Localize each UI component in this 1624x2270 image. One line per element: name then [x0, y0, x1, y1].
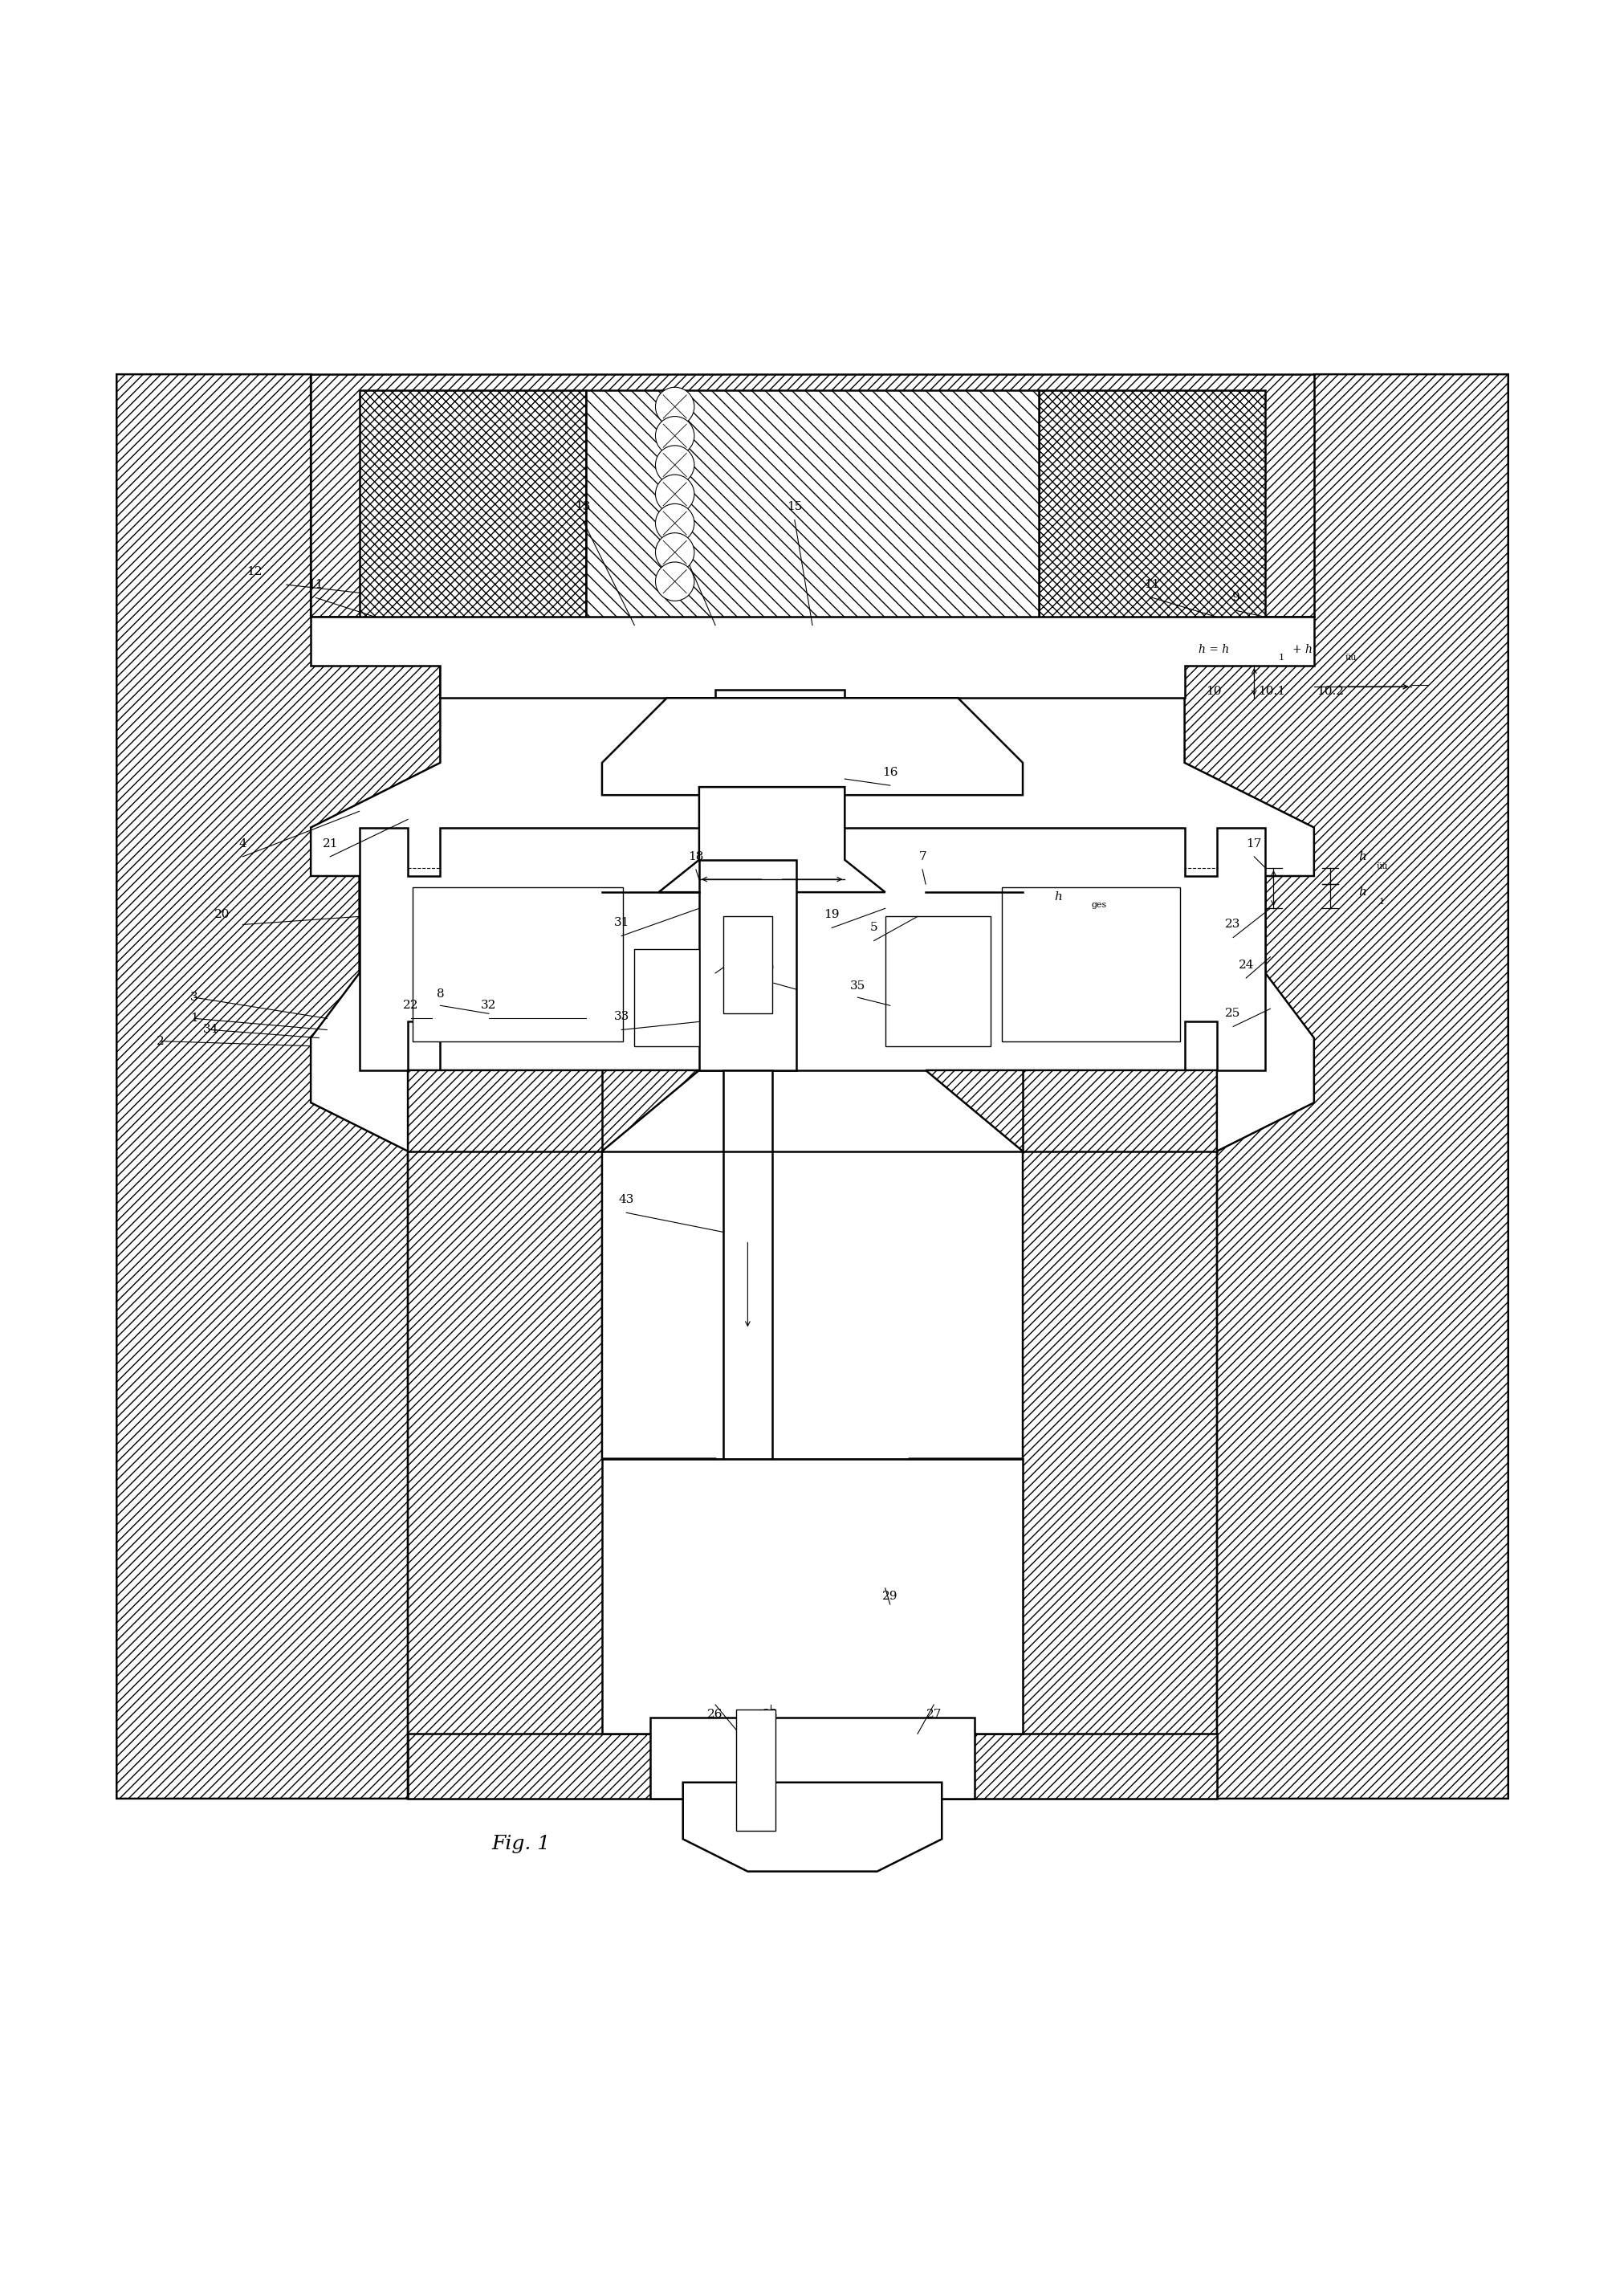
Bar [736, 1709, 775, 1832]
Text: 10.1: 10.1 [1257, 686, 1285, 697]
Text: 11: 11 [1143, 579, 1160, 590]
Bar [603, 1460, 1021, 1734]
Text: 19: 19 [823, 910, 840, 922]
Polygon shape [682, 1782, 942, 1870]
Polygon shape [408, 1069, 715, 1798]
Text: Fig. 1: Fig. 1 [492, 1834, 551, 1852]
Polygon shape [310, 617, 1314, 697]
Text: 10.2: 10.2 [1315, 686, 1343, 697]
Text: 43: 43 [619, 1194, 633, 1205]
Circle shape [654, 504, 693, 543]
Text: 30: 30 [758, 962, 775, 974]
Text: 7: 7 [918, 851, 926, 863]
Bar [715, 690, 844, 788]
Bar [359, 390, 586, 624]
Text: h: h [1054, 892, 1062, 903]
Bar [885, 917, 991, 1046]
Circle shape [654, 533, 693, 572]
Text: + h: + h [1293, 645, 1312, 656]
Text: 5: 5 [869, 922, 877, 933]
Circle shape [654, 445, 693, 484]
Text: 10: 10 [1205, 686, 1221, 697]
Bar [412, 888, 622, 1042]
Text: 20: 20 [214, 910, 229, 922]
Text: 1: 1 [1278, 654, 1285, 661]
Text: 6: 6 [728, 944, 736, 953]
Circle shape [654, 415, 693, 456]
Polygon shape [650, 1718, 974, 1798]
Text: 13: 13 [575, 502, 590, 513]
Bar [1002, 888, 1179, 1042]
Text: 32: 32 [481, 999, 497, 1010]
Bar [1038, 390, 1265, 624]
Polygon shape [603, 697, 1021, 794]
Text: 28: 28 [762, 1709, 778, 1721]
Polygon shape [1184, 375, 1507, 1798]
Text: 18: 18 [689, 851, 703, 863]
Text: 23: 23 [1224, 919, 1241, 931]
Text: 8: 8 [437, 987, 443, 999]
Text: 15: 15 [786, 502, 802, 513]
Bar [723, 1069, 771, 1460]
Text: üü: üü [1345, 654, 1356, 661]
Text: 27: 27 [926, 1709, 940, 1721]
Text: 34: 34 [203, 1024, 218, 1035]
Text: 3: 3 [190, 992, 198, 1003]
Text: 21: 21 [322, 838, 338, 849]
Text: h: h [1358, 851, 1366, 863]
Text: 25: 25 [1224, 1008, 1241, 1019]
Text: 12: 12 [247, 565, 261, 577]
Text: 16: 16 [882, 767, 898, 779]
Text: h: h [1358, 888, 1366, 899]
Bar [723, 917, 771, 1015]
Circle shape [654, 388, 693, 427]
Polygon shape [310, 375, 1314, 665]
Text: 24: 24 [1237, 960, 1254, 972]
Bar [586, 390, 1038, 624]
Text: 1: 1 [1379, 899, 1384, 906]
Polygon shape [658, 788, 885, 892]
Text: 4: 4 [239, 838, 247, 849]
Text: 35: 35 [849, 981, 866, 992]
Text: 17: 17 [1246, 838, 1262, 849]
Text: 11: 11 [307, 579, 323, 590]
Text: h = h: h = h [1199, 645, 1228, 656]
Polygon shape [117, 375, 440, 1798]
Text: 22: 22 [403, 999, 419, 1010]
Text: 33: 33 [614, 1010, 628, 1022]
Text: 26: 26 [706, 1709, 723, 1721]
Polygon shape [909, 1069, 1216, 1798]
Text: 31: 31 [614, 917, 628, 928]
Text: ges: ges [1091, 901, 1106, 910]
Text: 14: 14 [663, 502, 677, 513]
Text: 2: 2 [156, 1035, 164, 1046]
Polygon shape [359, 829, 1265, 1069]
Text: 29: 29 [882, 1591, 898, 1603]
Text: 1: 1 [190, 1012, 198, 1024]
Text: üü: üü [1376, 863, 1387, 869]
Circle shape [654, 563, 693, 602]
Polygon shape [408, 1460, 1216, 1798]
Bar [698, 860, 796, 1069]
Bar [633, 949, 698, 1046]
Text: 9: 9 [1233, 592, 1239, 604]
Circle shape [654, 474, 693, 513]
